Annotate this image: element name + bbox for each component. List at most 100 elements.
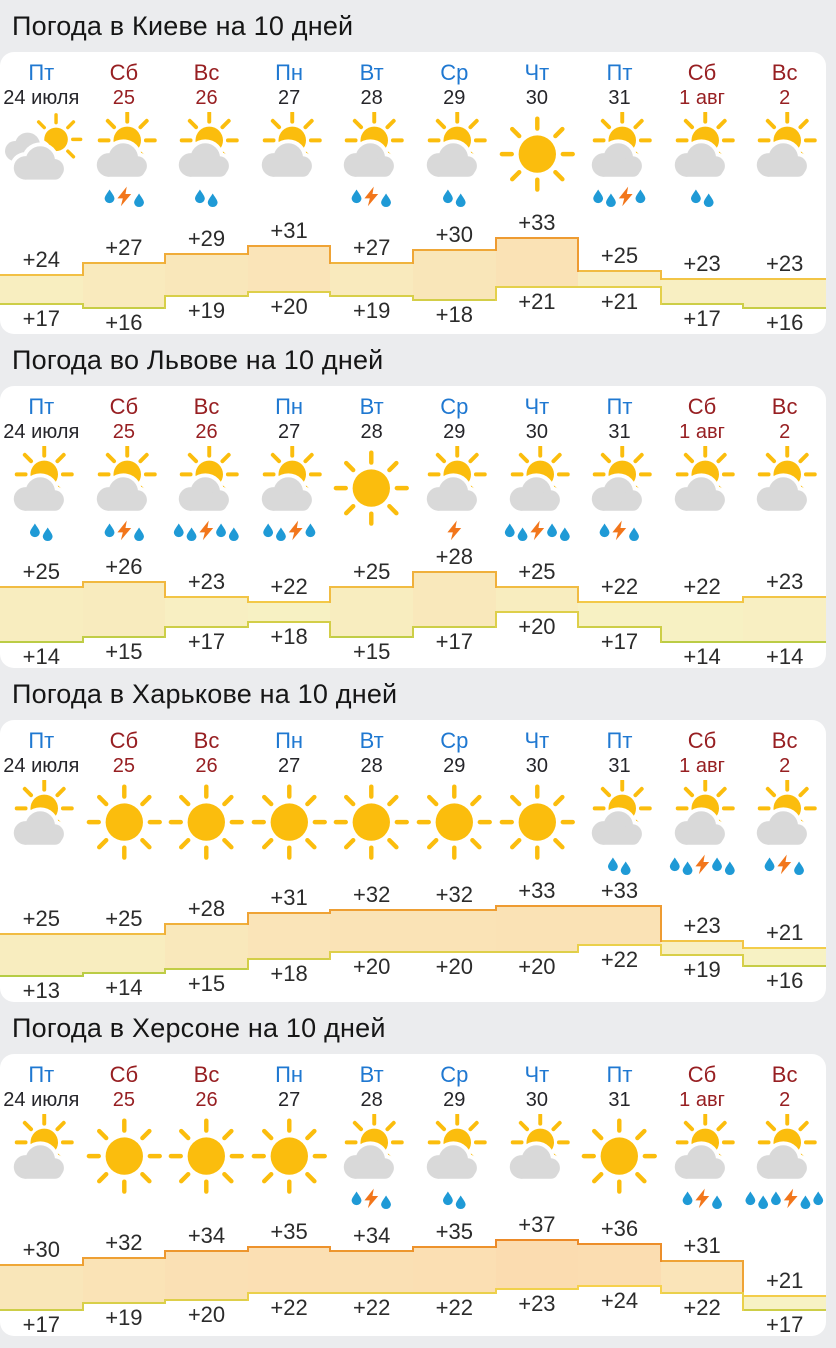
low-temp-label: +18 <box>270 960 308 986</box>
day-column[interactable]: Вт 28 <box>330 1063 413 1114</box>
day-column[interactable]: Вс 2 <box>743 61 826 112</box>
day-column[interactable]: Вс 26 <box>165 61 248 112</box>
day-column[interactable]: Сб 25 <box>83 395 166 446</box>
weather-icon-cell <box>578 1114 661 1212</box>
high-temp-label: +32 <box>353 881 391 907</box>
day-column[interactable]: Вт 28 <box>330 395 413 446</box>
temp-band-fill <box>660 1261 744 1293</box>
day-of-week-label: Вс <box>771 1062 798 1087</box>
day-of-week-label: Пн <box>275 394 304 419</box>
day-date-label: 27 <box>277 87 301 109</box>
day-column[interactable]: Чт 30 <box>496 1063 579 1114</box>
temp-max-line <box>495 1239 579 1241</box>
sun-cloud-icon <box>175 112 239 208</box>
day-column[interactable]: Вс 26 <box>165 729 248 780</box>
temp-band-fill <box>165 923 248 969</box>
day-column[interactable]: Ср 29 <box>413 1063 496 1114</box>
low-temp-label: +20 <box>518 614 556 639</box>
temp-max-step <box>742 1260 745 1297</box>
day-column[interactable]: Пт 31 <box>578 61 661 112</box>
temp-min-step <box>577 943 580 953</box>
day-column[interactable]: Пт 31 <box>578 729 661 780</box>
day-column[interactable]: Пн 27 <box>248 395 331 446</box>
high-temp-label: +23 <box>766 251 804 277</box>
high-temp-label: +34 <box>353 1222 391 1248</box>
weather-icon-cell <box>248 446 331 544</box>
temperature-chart: +25 +14 +26 +15 +23 +17 +22 +18 +25 +15 +28 +17 +25 +… <box>0 544 826 668</box>
day-column[interactable]: Вс 26 <box>165 395 248 446</box>
temp-min-line <box>165 626 248 628</box>
day-column[interactable]: Сб 1 авг <box>661 61 744 112</box>
low-temp-label: +17 <box>435 629 473 654</box>
day-column[interactable]: Вс 2 <box>743 1063 826 1114</box>
temp-min-step <box>329 950 332 960</box>
high-temp-label: +26 <box>105 554 143 579</box>
high-temp-label: +23 <box>766 569 804 594</box>
high-temp-label: +22 <box>683 574 721 599</box>
temp-max-line <box>0 274 83 277</box>
day-column[interactable]: Пн 27 <box>248 1063 331 1114</box>
weather-icon-cell <box>83 446 166 544</box>
day-column[interactable]: Вс 2 <box>743 395 826 446</box>
day-date-label: 26 <box>195 421 218 443</box>
temp-min-step <box>329 290 332 297</box>
day-column[interactable]: Сб 25 <box>83 61 166 112</box>
day-column[interactable]: Вс 2 <box>743 729 826 780</box>
sun-cloud-icon <box>422 112 487 208</box>
day-column[interactable]: Сб 1 авг <box>661 729 744 780</box>
day-column[interactable]: Пт 31 <box>578 395 661 446</box>
day-column[interactable]: Ср 29 <box>413 729 496 780</box>
sun-cloud-icon <box>9 1114 74 1183</box>
kiev-forecast-section: Погода в Киеве на 10 дней Пт 24 июля Сб 25 В… <box>0 0 836 334</box>
day-date-label: 27 <box>277 1089 301 1111</box>
low-temp-label: +19 <box>683 957 721 982</box>
day-of-week-label: Сб <box>687 728 717 753</box>
day-column[interactable]: Пт 31 <box>578 1063 661 1114</box>
weather-icon-cell <box>248 780 331 878</box>
day-column[interactable]: Ср 29 <box>413 395 496 446</box>
day-of-week-label: Сб <box>109 1062 139 1087</box>
low-temp-label: +14 <box>22 644 60 669</box>
temp-min-step <box>246 621 249 628</box>
day-column[interactable]: Пт 24 июля <box>0 61 83 112</box>
temp-max-step <box>659 269 662 281</box>
day-of-week-label: Пн <box>275 1062 304 1087</box>
temp-band-fill <box>495 906 579 952</box>
day-column[interactable]: Чт 30 <box>496 61 579 112</box>
day-column[interactable]: Пн 27 <box>248 729 331 780</box>
day-column[interactable]: Сб 1 авг <box>661 395 744 446</box>
temp-band-fill <box>743 948 826 966</box>
day-date-label: 24 июля <box>3 1089 80 1111</box>
day-column[interactable]: Ср 29 <box>413 61 496 112</box>
temp-max-step <box>246 596 249 603</box>
day-column[interactable]: Сб 25 <box>83 729 166 780</box>
day-column[interactable]: Чт 30 <box>496 729 579 780</box>
low-temp-label: +22 <box>683 1294 721 1320</box>
temp-min-line <box>413 298 496 301</box>
day-of-week-label: Чт <box>524 60 550 85</box>
temp-min-line <box>578 943 661 946</box>
temp-min-step <box>494 1288 497 1294</box>
day-column[interactable]: Вт 28 <box>330 61 413 112</box>
day-column[interactable]: Пт 24 июля <box>0 729 83 780</box>
day-column[interactable]: Пт 24 июля <box>0 1063 83 1114</box>
temp-band-fill <box>660 279 744 304</box>
day-column[interactable]: Вт 28 <box>330 729 413 780</box>
weather-icon-cell <box>743 780 826 878</box>
weather-icon-cell <box>578 112 661 210</box>
kherson-forecast-section: Погода в Херсоне на 10 дней Пт 24 июля Сб 2… <box>0 1002 836 1336</box>
day-date-label: 25 <box>112 1089 136 1111</box>
day-column[interactable]: Пт 24 июля <box>0 395 83 446</box>
day-column[interactable]: Сб 1 авг <box>661 1063 744 1114</box>
sun-cloud-icon <box>505 1114 570 1183</box>
low-temp-label: +21 <box>600 289 639 315</box>
sun-cloud-icon <box>9 446 74 542</box>
day-column[interactable]: Вс 26 <box>165 1063 248 1114</box>
day-column[interactable]: Чт 30 <box>496 395 579 446</box>
day-column[interactable]: Сб 25 <box>83 1063 166 1114</box>
day-column[interactable]: Пн 27 <box>248 61 331 112</box>
temp-band-fill <box>413 250 496 300</box>
temp-min-line <box>578 626 661 628</box>
temp-min-step <box>577 611 580 628</box>
temp-max-line <box>660 278 744 281</box>
